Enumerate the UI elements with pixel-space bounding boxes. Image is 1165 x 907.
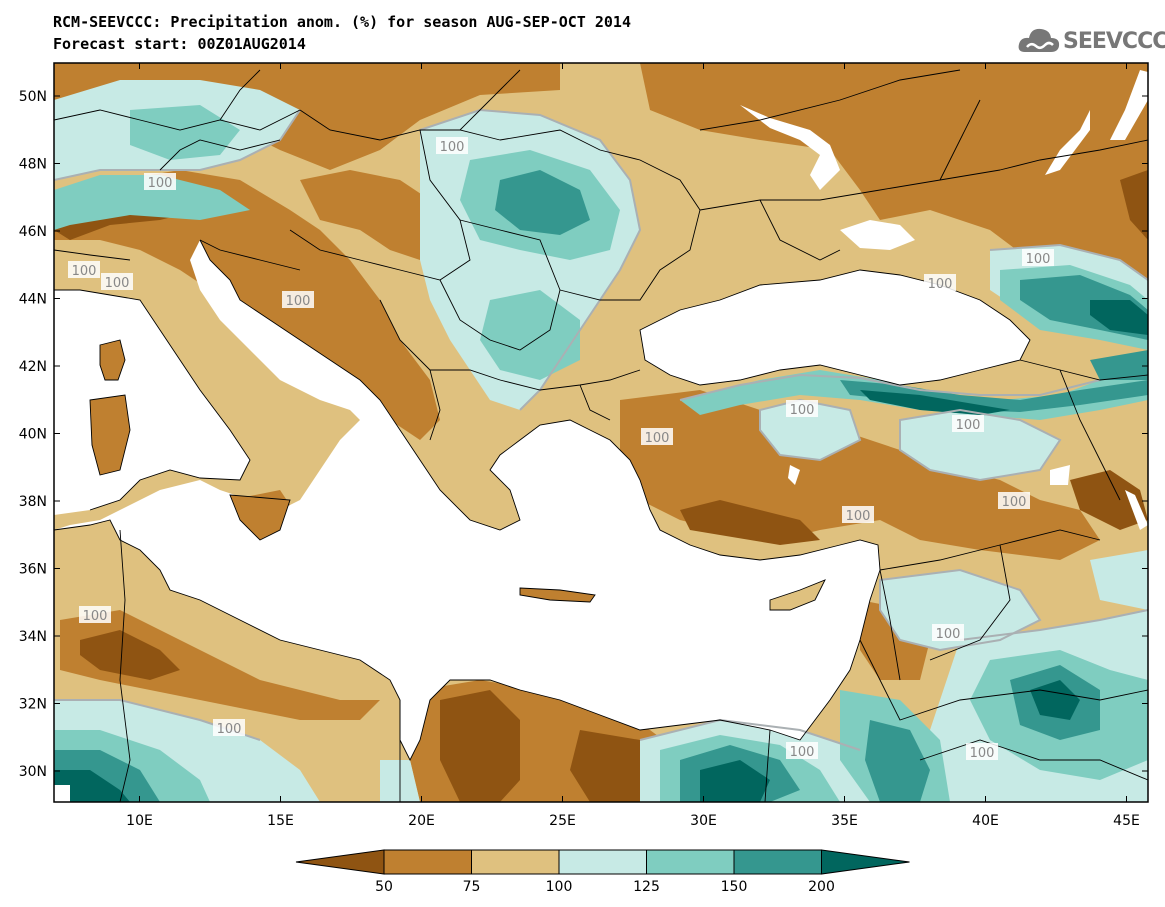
contour-label-bg [786,742,818,759]
contour-label-bg [998,492,1030,509]
lat-label: 50N [19,89,47,105]
lat-label: 38N [19,494,47,510]
forecast-start-label: Forecast start: 00Z01AUG2014 [53,35,306,53]
contour-label: 100 [970,746,995,761]
contour-label: 100 [286,294,311,309]
contour-label: 100 [928,277,953,292]
contour-label-bg [101,273,133,290]
seevccc-logo: SEEVCCC [1017,22,1165,58]
contour-label: 100 [440,140,465,155]
contour-label-bg [79,606,111,623]
colorbar-label: 125 [633,879,660,895]
borders [54,69,1148,802]
colorbar-label: 200 [808,879,835,895]
colorbar: 50 75 100 125 150 200 [295,849,910,895]
lat-label: 36N [19,562,47,578]
contour-label-bg [282,291,314,308]
colorbar-segment [733,849,822,875]
anomaly-field [54,63,1148,802]
longitude-labels: 10E 15E 20E 25E 30E 35E 40E 45E [126,813,1140,829]
contour-label-bg [641,428,673,445]
contour-label: 100 [217,722,242,737]
lon-label: 25E [549,813,576,829]
contour-label: 100 [72,264,97,279]
colorbar-segment [558,849,647,875]
colorbar-high-triangle [821,849,910,875]
logo-text: SEEVCCC [1063,29,1165,54]
lon-label: 10E [126,813,153,829]
contour-label: 100 [105,276,130,291]
colorbar-segment [646,849,735,875]
colorbar-label: 75 [463,879,481,895]
map-frame [53,62,1149,803]
contour-label-bg [924,274,956,291]
lat-label: 40N [19,427,47,443]
contour-label: 100 [1026,252,1051,267]
lon-label: 20E [408,813,435,829]
latitude-labels: 50N 48N 46N 44N 42N 40N 38N 36N 34N 32N 30N [19,89,47,780]
contour-label: 100 [83,609,108,624]
contour-label-bg [932,624,964,641]
contour-label: 100 [936,627,961,642]
contour-label-bg [436,137,468,154]
lon-label: 45E [1113,813,1140,829]
lon-label: 15E [267,813,294,829]
contour-label-bg [966,743,998,760]
lon-label: 30E [690,813,717,829]
contour-label: 100 [148,176,173,191]
lat-label: 46N [19,224,47,240]
colorbar-label: 50 [375,879,393,895]
map-title: RCM-SEEVCCC: Precipitation anom. (%) for… [53,13,631,31]
colorbar-label: 100 [546,879,573,895]
colorbar-segment [383,849,472,875]
contour-lines [54,108,1148,751]
colorbar-low-triangle [295,849,385,875]
contour-label-bg [1022,249,1054,266]
axis-ticks [54,63,1148,802]
lat-label: 42N [19,359,47,375]
contour-label: 100 [1002,495,1027,510]
contour-label: 100 [790,745,815,760]
lat-label: 30N [19,764,47,780]
cloud-icon [1018,28,1060,52]
colorbar-label: 150 [721,879,748,895]
contour-label: 100 [846,509,871,524]
lat-label: 48N [19,157,47,173]
colorbar-segment [471,849,560,875]
lon-label: 35E [831,813,858,829]
contour-labels: 100 100 100 100 100 100 100 100 100 100 100 100 100 1… [68,137,1054,761]
contour-label-bg [786,400,818,417]
contour-label-bg [213,719,245,736]
lat-label: 44N [19,292,47,308]
contour-label-bg [68,261,100,278]
contour-label: 100 [645,431,670,446]
lon-label: 40E [972,813,999,829]
contour-label-bg [144,173,176,190]
contour-label: 100 [956,418,981,433]
contour-label-bg [952,415,984,432]
lat-label: 34N [19,629,47,645]
contour-label: 100 [790,403,815,418]
lat-label: 32N [19,697,47,713]
contour-label-bg [842,506,874,523]
